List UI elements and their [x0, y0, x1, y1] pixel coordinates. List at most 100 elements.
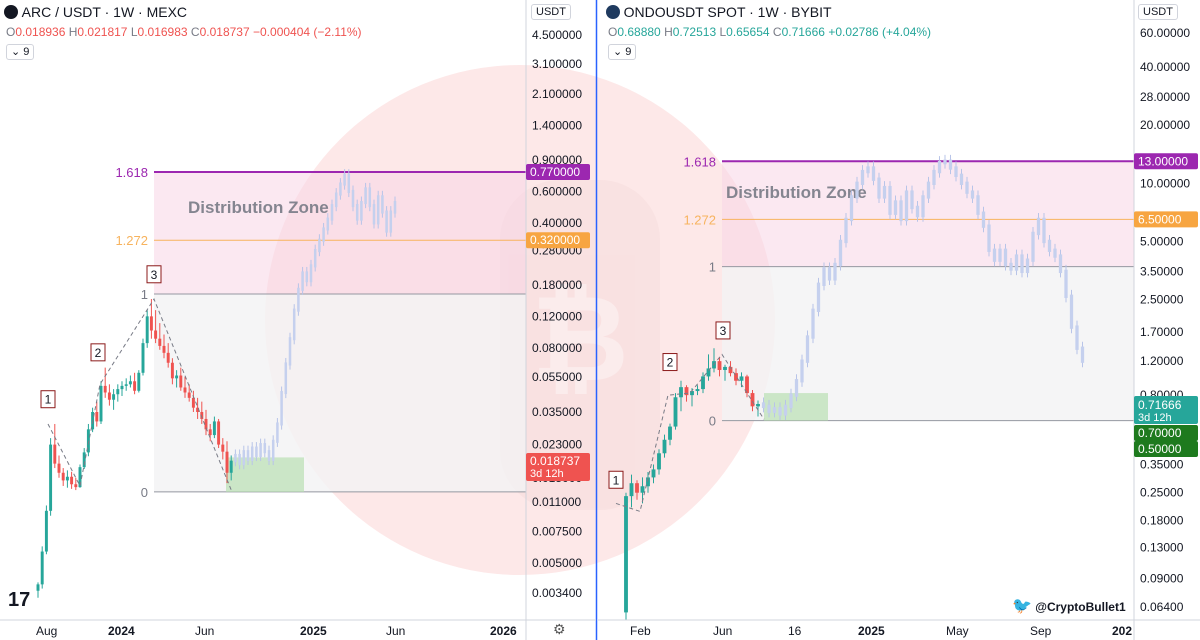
candle-body [128, 381, 132, 385]
wave-label: 1 [613, 473, 620, 487]
x-tick-label: 2024 [108, 624, 135, 638]
projection-candle [1064, 269, 1068, 298]
candle-body [40, 551, 44, 585]
x-tick-label: Jun [713, 624, 732, 638]
candle-body [78, 467, 82, 488]
projection-candle [976, 195, 980, 215]
projection-candle [794, 379, 799, 397]
projection-candle [330, 204, 334, 221]
projection-candle [1014, 254, 1019, 271]
right-time-axis[interactable]: Feb Jun 16 2025 May Sep 202 [630, 624, 1132, 638]
projection-candle [280, 390, 283, 426]
candle-body [158, 338, 162, 346]
y-tick-label: 0.13000 [1140, 541, 1184, 555]
candle-body [701, 376, 705, 390]
right-badge-1618-bg [1134, 153, 1198, 170]
candle-body [750, 393, 755, 407]
candle-body [624, 496, 628, 613]
right-price-axis[interactable]: 60.00000 40.00000 28.00000 20.00000 10.00000… [1140, 26, 1190, 614]
projection-candle [351, 189, 355, 208]
wave-label-box [90, 343, 106, 362]
wave-connector [615, 353, 765, 513]
x-tick-label: 2026 [490, 624, 517, 638]
y-tick-label: 60.00000 [1140, 26, 1190, 40]
projection-candle [242, 450, 246, 466]
y-tick-label: 0.023000 [532, 438, 582, 452]
projection-candle [800, 359, 804, 383]
projection-candle [343, 173, 346, 186]
right-currency-button[interactable]: USDT [1138, 4, 1178, 20]
candle-body [65, 476, 69, 481]
right-badge-050-bg [1134, 441, 1198, 457]
projection-candle [1025, 258, 1030, 274]
projection-candle [937, 160, 942, 174]
candle-body [221, 444, 225, 452]
left-indicators-toggle[interactable]: ⌄ 9 [6, 44, 35, 60]
left-badge-1618-bg [526, 164, 590, 181]
projection-candle [368, 187, 372, 208]
candle-body [200, 412, 204, 419]
y-tick-label: 40.00000 [1140, 60, 1190, 74]
right-badge-countdown: 3d 12h [1138, 412, 1172, 424]
x-tick-label: 2025 [858, 624, 885, 638]
candle-body [49, 444, 53, 511]
candle-body [196, 407, 200, 413]
fib-0-label: 0 [709, 414, 716, 429]
candle-body [133, 381, 137, 391]
x-tick-label: Sep [1030, 624, 1052, 638]
candle-body [204, 418, 208, 430]
right-chart-pane[interactable]: 1.618 1.272 1 0 Distribution Zone 1 2 3 [608, 154, 1134, 627]
projection-candle [778, 407, 782, 416]
projection-candle [255, 446, 258, 458]
fib-1618-label: 1.618 [683, 154, 716, 169]
y-tick-label: 0.180000 [532, 278, 582, 292]
right-badge-1272-bg [1134, 211, 1198, 228]
right-badge-050: 0.50000 [1138, 442, 1182, 456]
projection-candle [1075, 325, 1079, 350]
candle-body [690, 391, 694, 396]
left-symbol-title[interactable]: ARC / USDT · 1W · MEXC [21, 4, 188, 20]
left-ohlc: O0.018936 H0.021817 L0.016983 C0.018737 … [6, 25, 362, 39]
projection-candle [292, 308, 296, 341]
accumulation-box [226, 457, 304, 492]
arc-coin-icon [4, 5, 18, 19]
settings-gear-icon[interactable]: ⚙ [553, 621, 566, 637]
fib-1272-label: 1.272 [683, 212, 716, 227]
candle-body [225, 451, 229, 473]
candle-body [229, 460, 233, 473]
projection-candle [305, 271, 309, 283]
y-tick-label: 4.500000 [532, 28, 582, 42]
projection-candle [238, 453, 241, 466]
candle-body [116, 389, 120, 395]
candle-body [208, 429, 212, 436]
right-symbol-header[interactable]: ONDOUSDT SPOT · 1W · BYBIT [606, 4, 832, 20]
left-currency-button[interactable]: USDT [531, 4, 571, 20]
candle-body [179, 375, 183, 388]
candle-body [141, 343, 145, 373]
y-tick-label: 0.900000 [532, 153, 582, 167]
y-tick-label: 0.09000 [1140, 571, 1184, 585]
distribution-zone-label: Distribution Zone [726, 183, 867, 202]
right-indicators-toggle[interactable]: ⌄ 9 [608, 44, 637, 60]
y-tick-label: 20.00000 [1140, 118, 1190, 132]
projection-candle [904, 190, 909, 222]
projection-candle [318, 238, 321, 253]
projection-candle [855, 181, 859, 199]
y-tick-label: 2.100000 [532, 87, 582, 101]
left-chart-pane[interactable]: 1.618 1.272 1 0 Distribution Zone 1 2 3 [36, 165, 526, 598]
candle-body [61, 472, 65, 481]
candle-body [95, 412, 99, 422]
candle-body [679, 387, 683, 398]
distribution-zone-label: Distribution Zone [188, 198, 329, 217]
projection-candle [866, 166, 870, 174]
projection-candle [789, 393, 793, 409]
projection-candle [1047, 239, 1052, 252]
left-time-axis[interactable]: Aug 2024 Jun 2025 Jun 2026 [36, 624, 517, 638]
y-tick-label: 0.003400 [532, 586, 582, 600]
left-symbol-header[interactable]: ARC / USDT · 1W · MEXC [4, 4, 187, 20]
right-symbol-title[interactable]: ONDOUSDT SPOT · 1W · BYBIT [623, 4, 832, 20]
projection-candle [992, 248, 997, 262]
projection-candle [339, 182, 342, 196]
projection-candle [271, 439, 275, 461]
fib-1272-label: 1.272 [115, 233, 148, 248]
